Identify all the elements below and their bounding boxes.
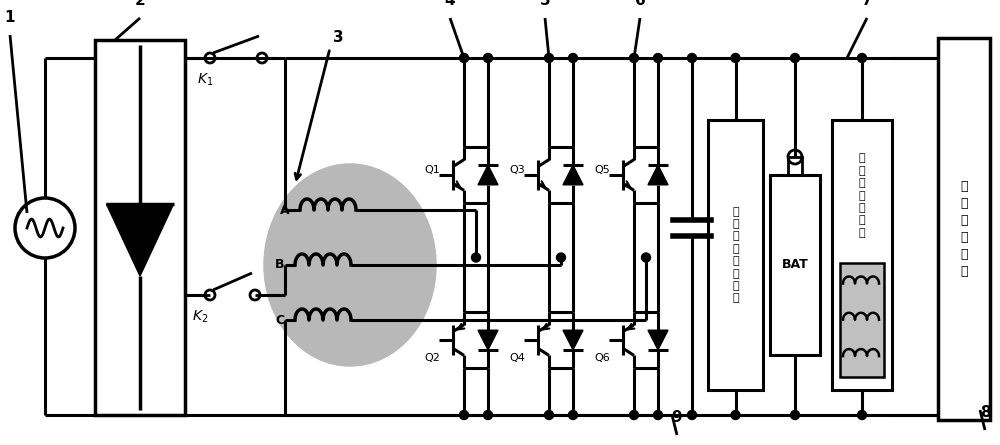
Circle shape: [654, 410, 662, 420]
Circle shape: [790, 410, 800, 420]
Bar: [95, 40, 185, 415]
Polygon shape: [478, 330, 498, 350]
Text: BAT: BAT: [782, 259, 808, 271]
Circle shape: [460, 53, 468, 62]
Circle shape: [858, 410, 866, 420]
Polygon shape: [563, 330, 583, 350]
Text: 2: 2: [135, 0, 145, 8]
Text: 3: 3: [333, 31, 343, 45]
Text: Q4: Q4: [509, 353, 525, 363]
Circle shape: [556, 253, 566, 262]
Polygon shape: [563, 165, 583, 185]
Text: 电
池
管
理
系
统: 电 池 管 理 系 统: [960, 180, 968, 278]
Text: 7: 7: [862, 0, 872, 8]
Circle shape: [688, 53, 696, 62]
Text: 5: 5: [540, 0, 550, 8]
Text: 8: 8: [980, 405, 990, 420]
Text: 热
控
制
管
理
单
元: 热 控 制 管 理 单 元: [859, 154, 865, 238]
Polygon shape: [648, 165, 668, 185]
Circle shape: [642, 253, 650, 262]
Bar: [832, 120, 892, 390]
Bar: [788, 157, 802, 175]
Circle shape: [484, 410, 492, 420]
Text: $K_1$: $K_1$: [197, 72, 213, 88]
Text: Q3: Q3: [509, 165, 525, 175]
Text: 4: 4: [445, 0, 455, 8]
Circle shape: [790, 53, 800, 62]
Bar: [938, 38, 990, 420]
Polygon shape: [106, 204, 174, 276]
Polygon shape: [478, 165, 498, 185]
Bar: [840, 263, 884, 376]
Text: Q2: Q2: [424, 353, 440, 363]
Text: Q6: Q6: [594, 353, 610, 363]
Circle shape: [460, 410, 468, 420]
Text: 动
力
电
池
采
集
模
块: 动 力 电 池 采 集 模 块: [732, 206, 739, 303]
Text: 9: 9: [672, 410, 682, 425]
Circle shape: [544, 53, 554, 62]
Circle shape: [654, 53, 662, 62]
Text: $K_2$: $K_2$: [192, 309, 208, 325]
Text: A: A: [280, 203, 290, 217]
Text: Q1: Q1: [424, 165, 440, 175]
Bar: [770, 175, 820, 355]
Text: B: B: [275, 259, 285, 271]
Circle shape: [544, 410, 554, 420]
Ellipse shape: [265, 165, 435, 365]
Text: 6: 6: [635, 0, 645, 8]
Circle shape: [568, 53, 578, 62]
Bar: [708, 120, 763, 390]
Circle shape: [731, 410, 740, 420]
Circle shape: [688, 410, 696, 420]
Text: C: C: [275, 313, 285, 327]
Circle shape: [630, 53, 639, 62]
Circle shape: [568, 410, 578, 420]
Polygon shape: [648, 330, 668, 350]
Text: 1: 1: [5, 10, 15, 25]
Circle shape: [731, 53, 740, 62]
Circle shape: [630, 410, 639, 420]
Circle shape: [858, 53, 866, 62]
Circle shape: [484, 53, 492, 62]
Text: Q5: Q5: [594, 165, 610, 175]
Circle shape: [472, 253, 480, 262]
